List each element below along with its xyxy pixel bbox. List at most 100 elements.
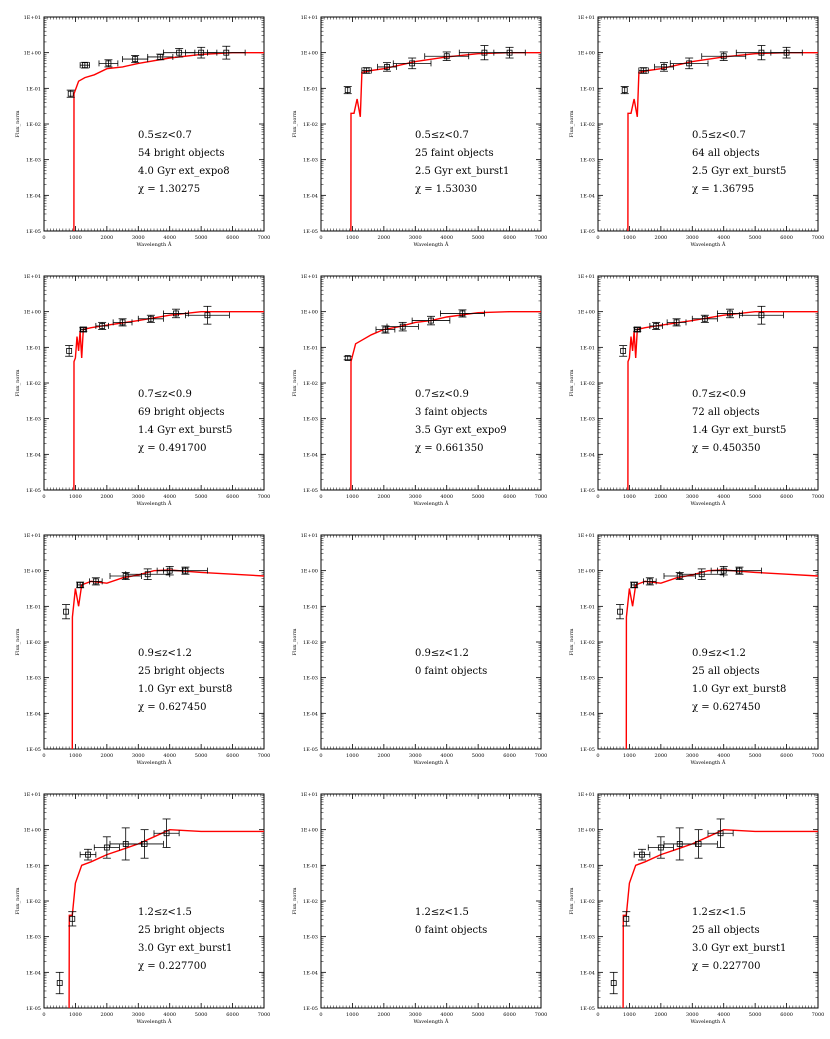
y-tick-label: 1E-03 bbox=[26, 158, 41, 164]
observed-point bbox=[638, 67, 649, 74]
x-tick-label: 7000 bbox=[812, 753, 825, 759]
sed-panel: 1E-05 1E-04 1E-03 1E-02 1E-01 1E+00 1E+01 0 1000… bbox=[277, 777, 551, 1035]
data-marker bbox=[634, 326, 641, 333]
x-tick-label: 2000 bbox=[100, 1012, 113, 1018]
data-marker bbox=[661, 64, 667, 70]
x-tick-label: 4000 bbox=[163, 1012, 176, 1018]
annotation-line: 0.7≤z<0.9 bbox=[415, 389, 469, 400]
annotation-line: 3.0 Gyr ext_burst1 bbox=[692, 943, 786, 954]
y-tick-label: 1E-03 bbox=[303, 158, 318, 164]
x-tick-label: 7000 bbox=[258, 494, 271, 500]
data-marker bbox=[443, 53, 450, 60]
plot-frame bbox=[320, 534, 542, 750]
x-tick-label: 3000 bbox=[132, 494, 145, 500]
y-tick-label: 1E-04 bbox=[303, 193, 318, 199]
observed-point bbox=[163, 566, 208, 575]
observed-point bbox=[95, 321, 109, 330]
observed-point bbox=[707, 818, 734, 848]
data-marker bbox=[173, 310, 179, 317]
observed-point bbox=[377, 62, 397, 72]
annotation-line: 0.7≤z<0.9 bbox=[138, 389, 192, 400]
data-marker bbox=[620, 348, 627, 354]
model-spectrum-line bbox=[73, 52, 264, 232]
data-marker bbox=[132, 56, 139, 62]
data-marker bbox=[617, 608, 623, 615]
y-tick-label: 1E-04 bbox=[26, 970, 41, 976]
annotation-line: 0.9≤z<1.2 bbox=[692, 648, 746, 659]
observed-point bbox=[361, 67, 372, 74]
y-tick-label: 1E+00 bbox=[301, 828, 318, 834]
annotation-line: 1.2≤z<1.5 bbox=[138, 907, 192, 918]
observed-point bbox=[343, 355, 352, 361]
data-marker bbox=[103, 844, 110, 851]
y-tick-label: 1E-03 bbox=[303, 935, 318, 941]
data-marker bbox=[481, 49, 488, 56]
plot-frame bbox=[43, 16, 265, 232]
sed-panel: 1E-05 1E-04 1E-03 1E-02 1E-01 1E+00 1E+01 0 1000… bbox=[554, 518, 828, 776]
data-marker bbox=[673, 319, 680, 326]
data-marker bbox=[147, 315, 154, 322]
x-tick-label: 1000 bbox=[346, 1012, 359, 1018]
sed-panel: 1E-05 1E-04 1E-03 1E-02 1E-01 1E+00 1E+01 0 1000… bbox=[0, 259, 274, 517]
observed-point bbox=[616, 604, 624, 620]
y-tick-label: 1E+01 bbox=[578, 15, 595, 21]
y-tick-label: 1E-04 bbox=[303, 452, 318, 458]
y-tick-label: 1E-03 bbox=[580, 676, 595, 682]
observed-point bbox=[649, 321, 663, 330]
y-tick-label: 1E+00 bbox=[578, 51, 595, 57]
annotation-line: 0.7≤z<0.9 bbox=[692, 389, 746, 400]
annotation-line: 25 all objects bbox=[692, 666, 760, 677]
observed-point bbox=[125, 829, 164, 859]
data-marker bbox=[69, 915, 76, 922]
data-marker bbox=[384, 64, 390, 70]
annotation-line: 1.0 Gyr ext_burst8 bbox=[138, 684, 232, 695]
x-tick-label: 5000 bbox=[472, 1012, 485, 1018]
data-marker bbox=[182, 567, 189, 574]
sed-chart: 1E-05 1E-04 1E-03 1E-02 1E-01 1E+00 1E+01 0 1000… bbox=[569, 533, 825, 766]
sed-chart: 1E-05 1E-04 1E-03 1E-02 1E-01 1E+00 1E+01 0 1000… bbox=[292, 792, 547, 1025]
y-tick-label: 1E-03 bbox=[580, 417, 595, 423]
x-tick-label: 3000 bbox=[132, 235, 145, 241]
y-tick-label: 1E-04 bbox=[303, 970, 318, 976]
sed-panel: 1E-05 1E-04 1E-03 1E-02 1E-01 1E+00 1E+01 0 1000… bbox=[554, 777, 828, 1035]
y-tick-label: 1E-04 bbox=[26, 711, 41, 717]
observed-point bbox=[770, 46, 803, 59]
data-marker bbox=[80, 326, 87, 333]
x-tick-label: 2000 bbox=[654, 235, 667, 241]
data-marker bbox=[382, 326, 389, 333]
x-tick-label: 5000 bbox=[749, 494, 762, 500]
annotation-line: 54 bright objects bbox=[138, 148, 225, 159]
x-tick-label: 2000 bbox=[654, 753, 667, 759]
y-tick-label: 1E+00 bbox=[578, 569, 595, 575]
y-tick-label: 1E-02 bbox=[303, 122, 318, 128]
x-tick-label: 7000 bbox=[535, 494, 548, 500]
x-tick-label: 6000 bbox=[226, 1012, 239, 1018]
observed-point bbox=[93, 836, 120, 859]
y-tick-label: 1E-02 bbox=[26, 122, 41, 128]
x-tick-label: 5000 bbox=[472, 753, 485, 759]
annotation-line: 25 faint objects bbox=[415, 148, 494, 159]
x-tick-label: 4000 bbox=[717, 1012, 730, 1018]
y-tick-label: 1E-01 bbox=[26, 604, 41, 610]
data-marker bbox=[77, 582, 84, 588]
y-tick-label: 1E-04 bbox=[580, 193, 595, 199]
y-axis-label: Flux_norm bbox=[15, 887, 21, 914]
y-tick-label: 1E-01 bbox=[26, 345, 41, 351]
y-tick-label: 1E+00 bbox=[24, 569, 41, 575]
model-spectrum-line bbox=[622, 828, 818, 1009]
observed-point bbox=[122, 55, 149, 64]
annotation-line: 3 faint objects bbox=[415, 407, 487, 418]
data-marker bbox=[639, 851, 645, 858]
x-axis-label: Wavelength Å bbox=[414, 240, 449, 248]
x-tick-label: 7000 bbox=[812, 1012, 825, 1018]
x-axis-label: Wavelength Å bbox=[691, 758, 726, 766]
plot-frame bbox=[43, 534, 265, 750]
data-marker bbox=[363, 67, 370, 74]
x-tick-label: 5000 bbox=[195, 753, 208, 759]
x-axis-label: Wavelength Å bbox=[691, 499, 726, 507]
y-tick-label: 1E-02 bbox=[26, 640, 41, 646]
y-axis-label: Flux_norm bbox=[569, 110, 575, 137]
x-tick-label: 3000 bbox=[686, 494, 699, 500]
sed-chart: 1E-05 1E-04 1E-03 1E-02 1E-01 1E+00 1E+01 0 1000… bbox=[15, 274, 271, 507]
sed-chart: 1E-05 1E-04 1E-03 1E-02 1E-01 1E+00 1E+01 0 1000… bbox=[569, 274, 824, 507]
